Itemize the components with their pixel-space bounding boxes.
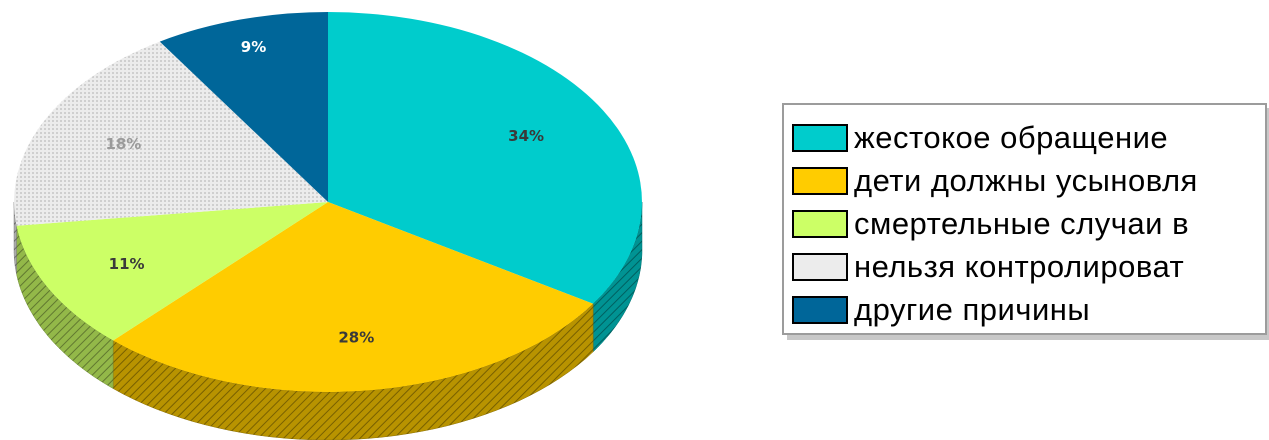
legend-label: нельзя контролироват (854, 249, 1185, 284)
legend-label: дети должны усыновля (854, 163, 1198, 198)
data-label: 34% (508, 127, 544, 145)
legend-label: смертельные случаи в (854, 206, 1190, 241)
pie-slice-side-texture (113, 303, 594, 440)
pie-chart: 34% 28% 11% 18% 9% (13, 12, 643, 440)
legend-item: нельзя контролироват (792, 246, 1184, 288)
legend-swatch (792, 124, 848, 152)
pie-slice-side-texture (16, 225, 114, 389)
pie-slice (328, 12, 642, 304)
legend-label: жестокое обращение (854, 120, 1169, 155)
data-label: 9% (241, 38, 266, 56)
legend-swatch (792, 167, 848, 195)
pie-sides (13, 202, 643, 440)
pie-labels: 34% 28% 11% 18% 9% (105, 38, 544, 347)
data-label: 18% (105, 135, 141, 153)
legend: жестокое обращение дети должны усыновля … (782, 103, 1267, 335)
pie-slice (16, 202, 328, 341)
pie-slice (113, 202, 594, 392)
legend-item: жестокое обращение (792, 117, 1168, 159)
legend-swatch (792, 210, 848, 238)
legend-label: другие причины (854, 292, 1091, 327)
data-label: 11% (109, 255, 145, 273)
pie-top (14, 12, 642, 392)
legend-item: смертельные случаи в (792, 203, 1189, 245)
data-label: 28% (338, 329, 374, 347)
pie-slice-texture (14, 41, 329, 226)
pie-slice (159, 12, 328, 202)
legend-item: другие причины (792, 289, 1090, 331)
legend-swatch (792, 296, 848, 324)
legend-swatch (792, 253, 848, 281)
pie-slice-side-texture (14, 202, 17, 274)
legend-item: дети должны усыновля (792, 160, 1198, 202)
pie-slice-side-texture (593, 202, 642, 352)
